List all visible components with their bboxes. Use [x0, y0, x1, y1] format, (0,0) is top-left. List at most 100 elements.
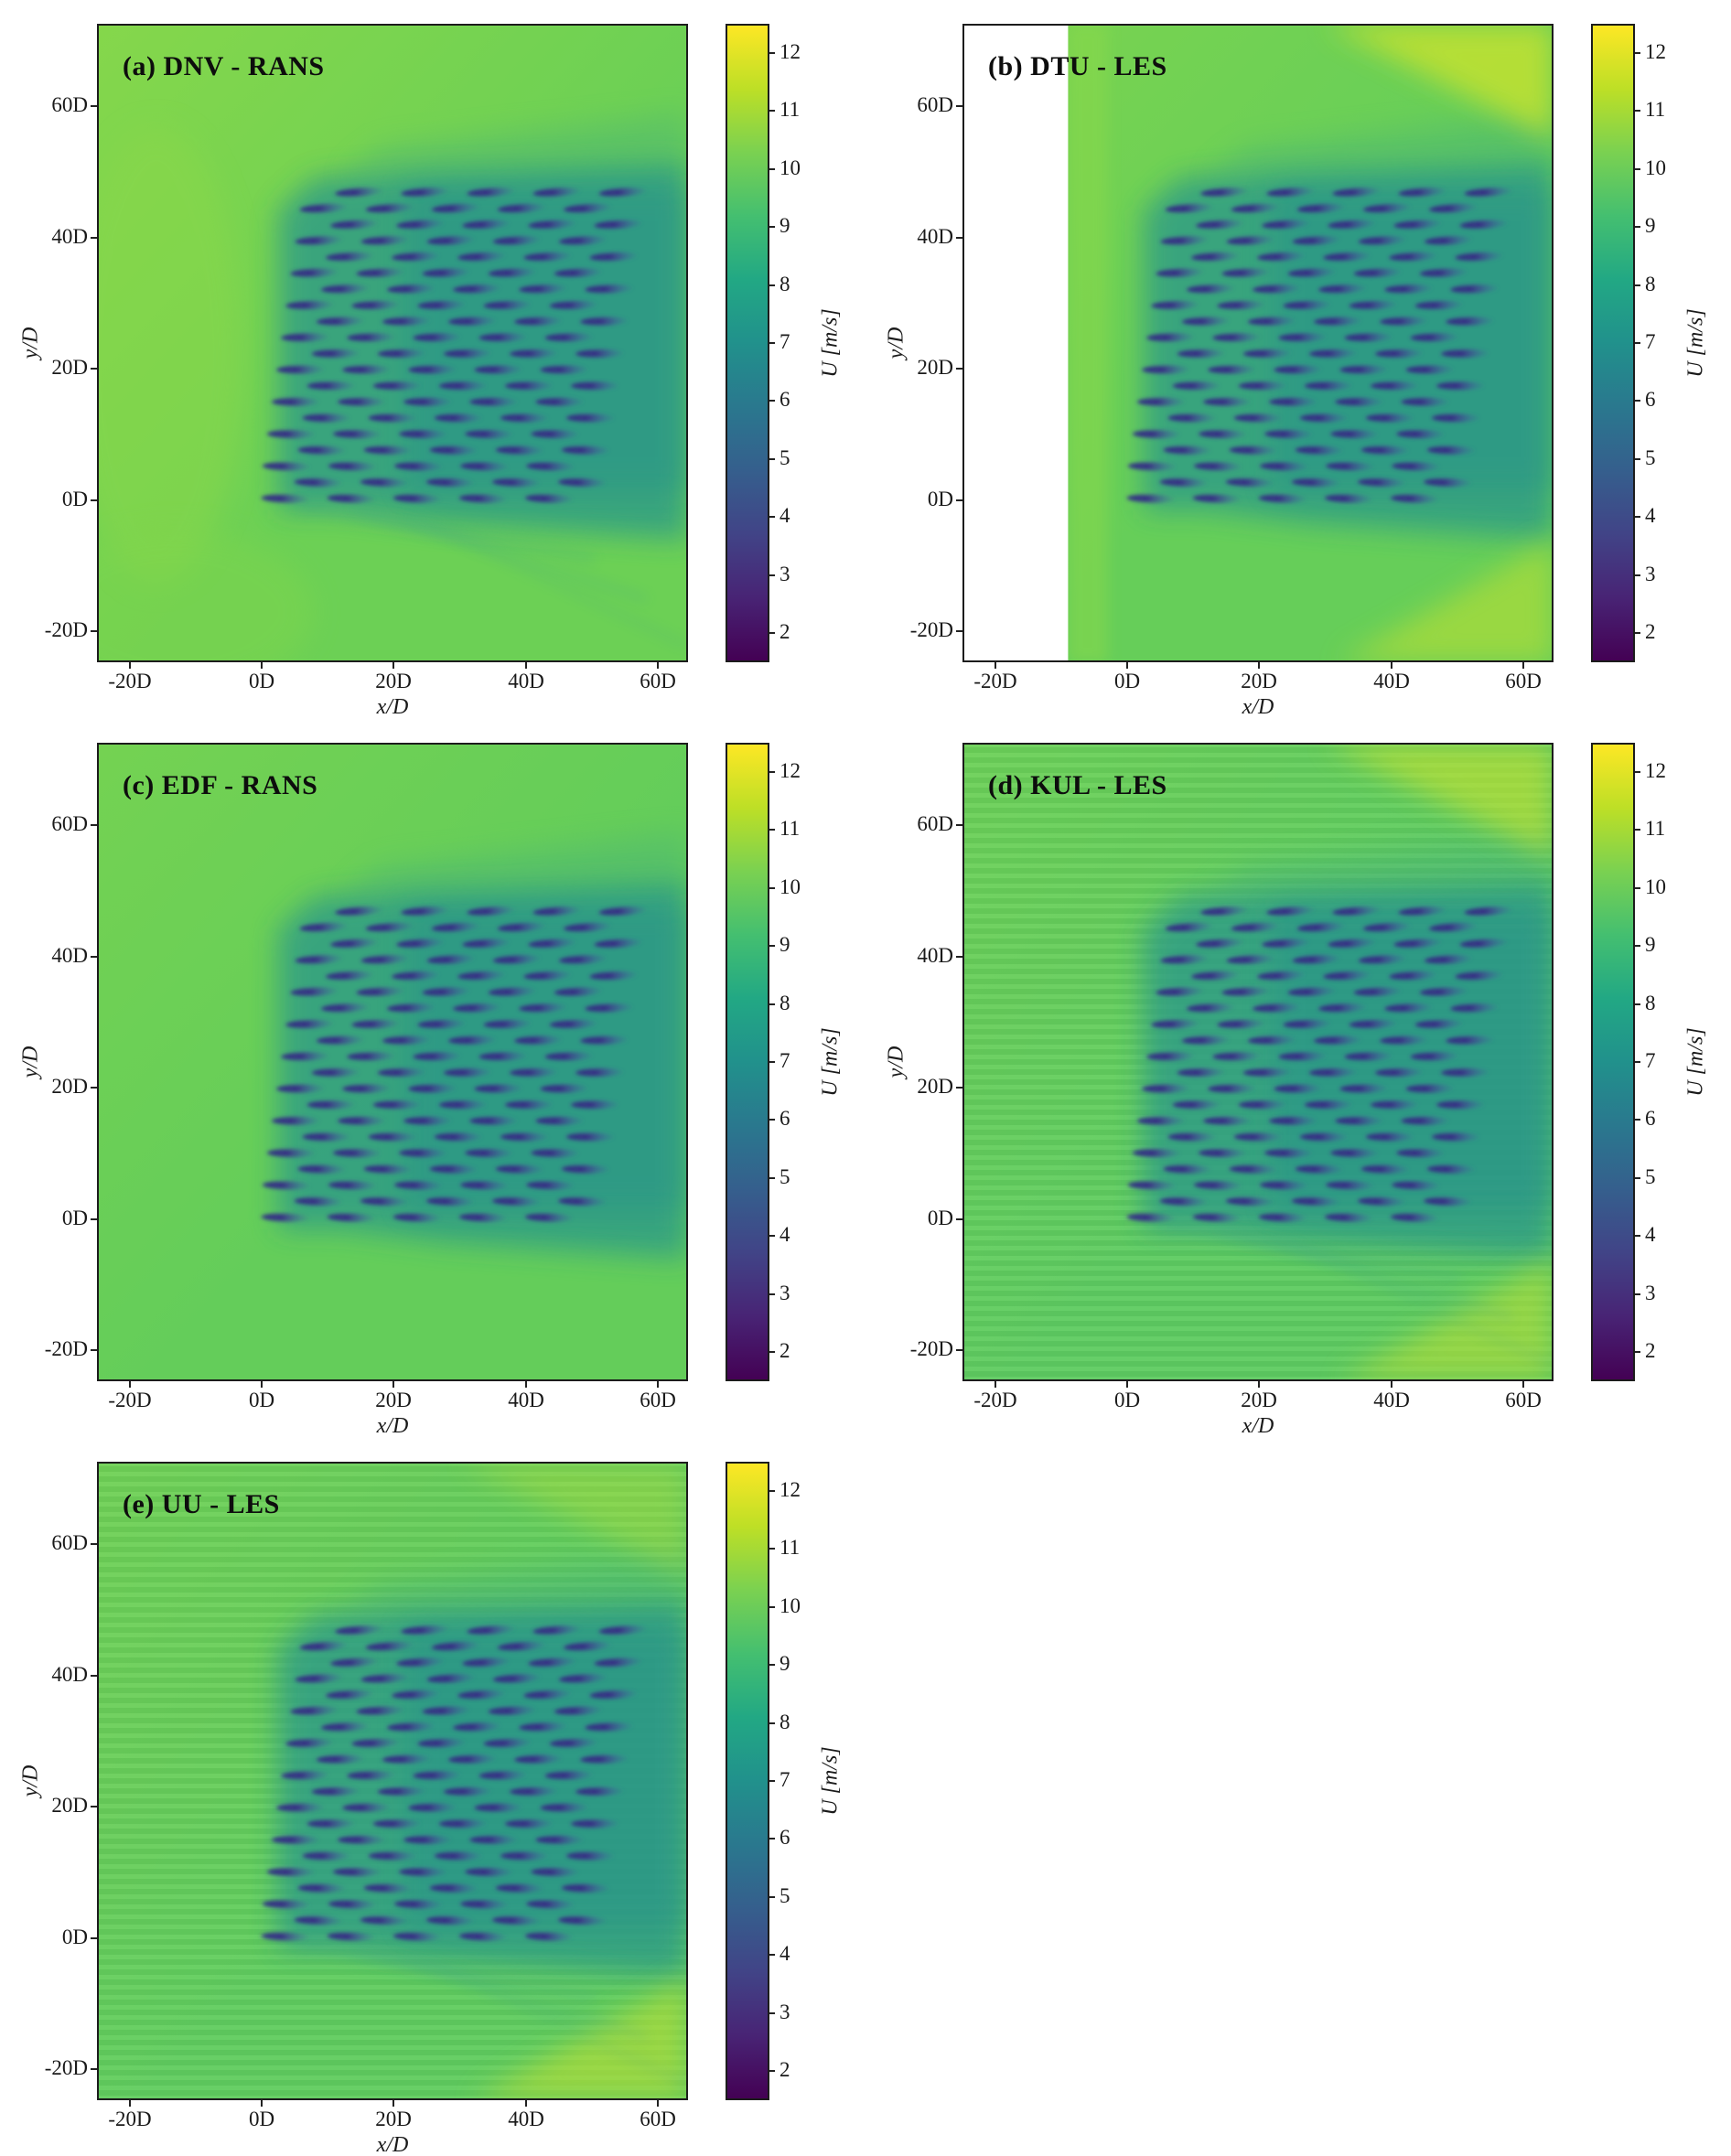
colorbar-tick-label: 8 [779, 273, 790, 295]
colorbar-tick-label: 12 [779, 40, 801, 63]
colorbar-tick-label: 2 [1645, 620, 1656, 643]
x-tick-label: 60D [1505, 670, 1542, 692]
colorbar-tick-label: 6 [779, 1826, 790, 1849]
colorbar-tick-mark [1635, 284, 1640, 286]
colorbar-tick-mark [1635, 1177, 1640, 1179]
y-tick-mark [91, 1087, 97, 1089]
y-tick-mark [956, 368, 962, 370]
colorbar-tick-label: 6 [779, 1107, 790, 1130]
x-tick-mark [1126, 662, 1128, 669]
colorbar-tick-mark [769, 1548, 775, 1550]
colorbar-tick-label: 12 [1645, 759, 1666, 782]
colorbar-tick-label: 11 [779, 1536, 801, 1559]
x-tick-label: 20D [1241, 1389, 1277, 1411]
y-axis-label: y/D [18, 1046, 43, 1078]
colorbar-tick-mark [769, 1293, 775, 1295]
velocity-field-e [97, 1462, 688, 2100]
colorbar-tick-label: 10 [779, 1594, 801, 1617]
x-tick-label: 0D [248, 670, 275, 692]
colorbar-tick-mark [1635, 342, 1640, 344]
y-tick-label: -20D [44, 2056, 88, 2079]
x-tick-mark [657, 1381, 659, 1388]
y-tick-label: -20D [909, 618, 953, 641]
colorbar-label: U [m/s] [1683, 1027, 1708, 1097]
velocity-field-a [97, 24, 688, 662]
colorbar-tick-label: 9 [1645, 214, 1656, 237]
colorbar-tick-label: 11 [779, 817, 801, 840]
colorbar-label: U [m/s] [818, 308, 843, 378]
colorbar-tick-mark [1635, 1119, 1640, 1121]
panel-title: (c) EDF - RANS [123, 770, 318, 800]
x-tick-mark [1126, 1381, 1128, 1388]
x-tick-label: 0D [248, 1389, 275, 1411]
y-tick-mark [91, 1675, 97, 1677]
y-tick-label: -20D [44, 1337, 88, 1360]
colorbar-tick-mark [769, 1351, 775, 1353]
y-tick-label: 60D [917, 812, 953, 835]
panel-b-dtu-les: (b) DTU - LES -20D 0D 20D 40D 60D 60D 40D 20D 0D… [866, 0, 1731, 719]
colorbar-tick-label: 12 [779, 1478, 801, 1501]
y-tick-mark [91, 630, 97, 632]
panel-e-uu-les: (e) UU - LES -20D 0D 20D 40D 60D 60D 40D 20D 0D -… [0, 1438, 866, 2156]
x-tick-mark [1258, 662, 1260, 669]
colorbar-tick-label: 4 [779, 1942, 790, 1965]
colorbar [726, 24, 769, 662]
x-tick-mark [995, 662, 996, 669]
x-tick-mark [392, 662, 394, 669]
plot-area-b [962, 24, 1554, 662]
y-tick-label: 40D [51, 225, 88, 248]
colorbar-tick-mark [769, 342, 775, 344]
colorbar-tick-label: 2 [1645, 1339, 1656, 1362]
colorbar-tick-label: 12 [1645, 40, 1666, 63]
colorbar-tick-mark [769, 1177, 775, 1179]
x-tick-mark [129, 2100, 131, 2107]
y-axis-label: y/D [18, 327, 43, 359]
colorbar-tick-mark [1635, 400, 1640, 402]
y-tick-label: 40D [51, 1663, 88, 1686]
x-axis-label: x/D [1242, 1414, 1274, 1438]
y-tick-label: 60D [917, 93, 953, 116]
y-tick-mark [91, 824, 97, 826]
colorbar-tick-label: 11 [779, 98, 801, 121]
y-tick-mark [91, 105, 97, 107]
colorbar-tick-label: 6 [779, 388, 790, 411]
colorbar-tick-mark [769, 1235, 775, 1237]
colorbar-tick-mark [769, 1896, 775, 1898]
y-axis-label: y/D [884, 1046, 909, 1078]
colorbar-tick-mark [1635, 1003, 1640, 1005]
x-tick-label: 20D [375, 1389, 412, 1411]
colorbar-tick-mark [1635, 1351, 1640, 1353]
colorbar-tick-label: 7 [779, 330, 790, 353]
colorbar-tick-mark [769, 1061, 775, 1063]
colorbar-tick-mark [1635, 52, 1640, 54]
y-tick-mark [956, 1218, 962, 1220]
colorbar [726, 1462, 769, 2100]
x-tick-mark [261, 2100, 263, 2107]
colorbar-tick-label: 5 [1645, 1165, 1656, 1188]
colorbar-tick-label: 7 [1645, 330, 1656, 353]
colorbar-tick-mark [1635, 574, 1640, 576]
x-tick-label: 40D [508, 1389, 544, 1411]
x-tick-label: 40D [1373, 670, 1410, 692]
colorbar-tick-mark [1635, 632, 1640, 634]
colorbar-tick-label: 3 [779, 2000, 790, 2023]
y-axis-label: y/D [884, 327, 909, 359]
y-tick-label: 40D [51, 944, 88, 967]
x-tick-label: 60D [640, 670, 676, 692]
colorbar-tick-label: 5 [779, 1884, 790, 1907]
y-tick-mark [956, 237, 962, 239]
colorbar-tick-mark [1635, 168, 1640, 170]
panel-title: (b) DTU - LES [988, 51, 1167, 81]
x-tick-label: 0D [1113, 670, 1141, 692]
y-tick-label: -20D [909, 1337, 953, 1360]
x-tick-mark [129, 662, 131, 669]
x-tick-label: 20D [1241, 670, 1277, 692]
colorbar-tick-label: 4 [1645, 504, 1656, 527]
x-tick-mark [525, 662, 527, 669]
panel-title: (e) UU - LES [123, 1489, 280, 1519]
y-tick-mark [956, 1349, 962, 1351]
colorbar-tick-mark [769, 574, 775, 576]
colorbar-tick-mark [1635, 110, 1640, 112]
colorbar-tick-mark [1635, 516, 1640, 518]
